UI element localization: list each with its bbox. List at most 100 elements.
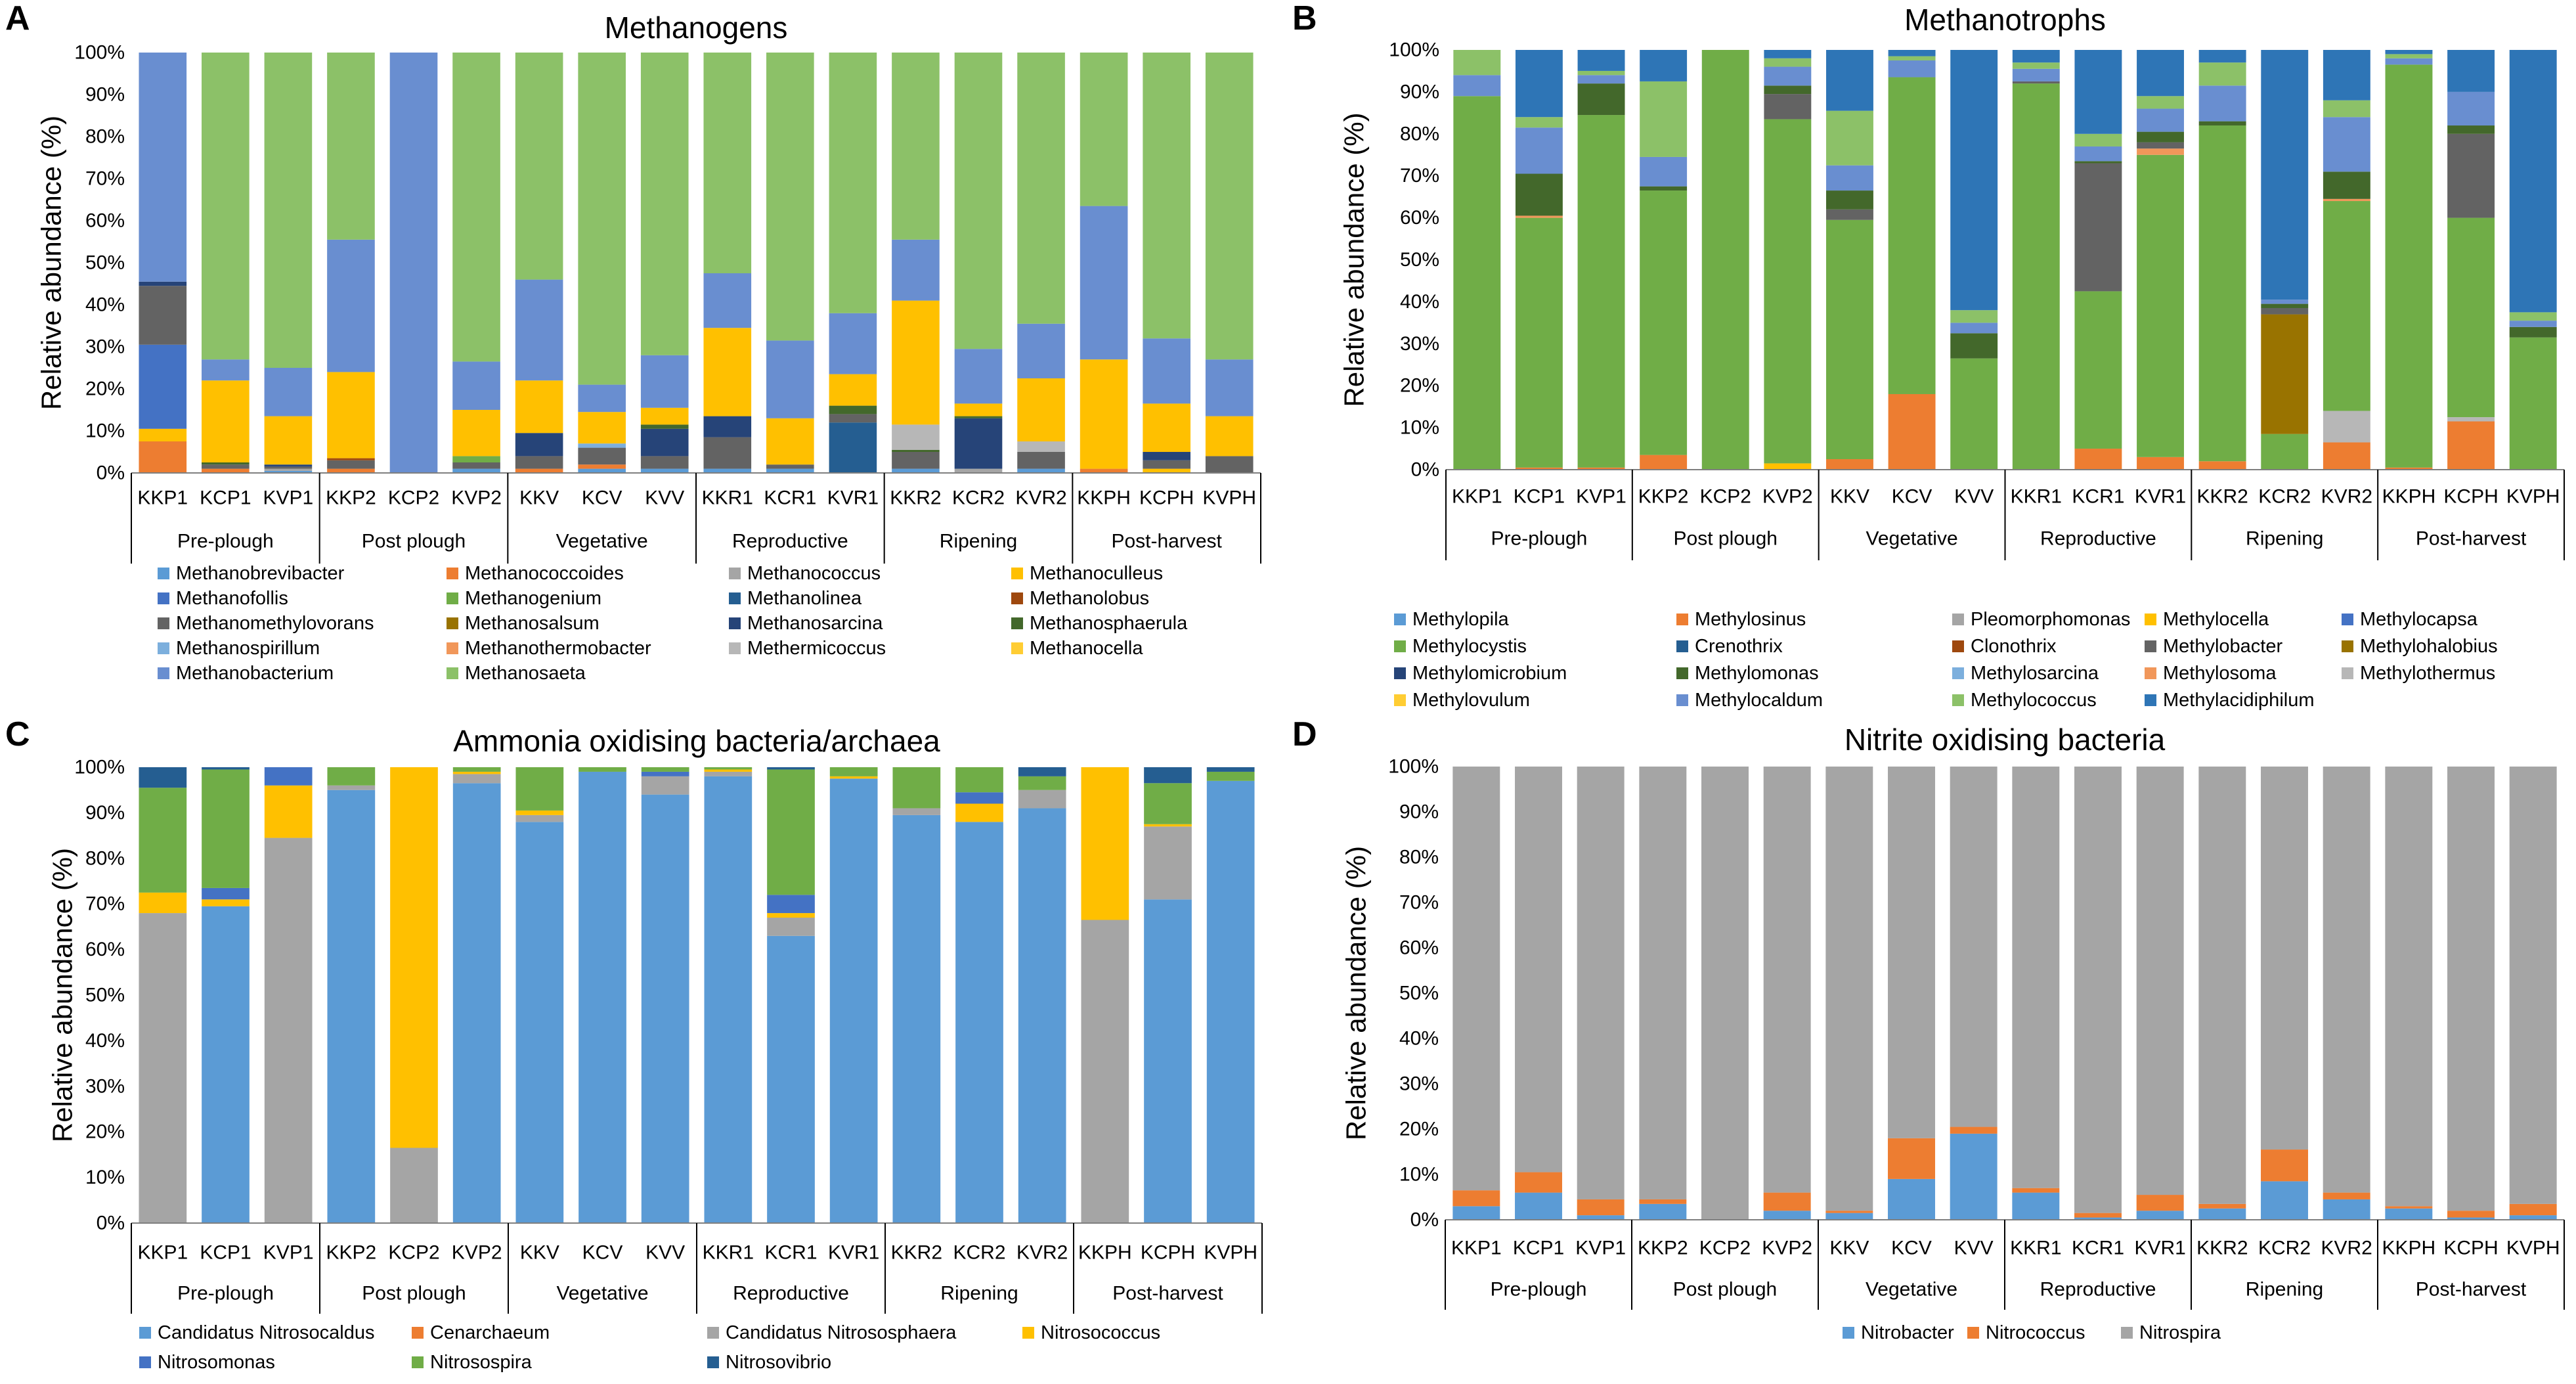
- x-tick-label: KKPH: [1078, 1242, 1132, 1264]
- legend-label: Nitrosovibrio: [726, 1352, 831, 1373]
- bar-segment-kvv-methanomethylovorans: [640, 456, 689, 469]
- bar-segment-kcph-candidatus-nitrosocaldus: [1144, 899, 1192, 1223]
- legend-swatch: [158, 617, 169, 629]
- bar-segment-kkr1-nitrobacter: [2012, 1192, 2060, 1220]
- bar-segment-kcr2-nitrosomonas: [955, 792, 1003, 804]
- bar-segment-kvr2-nitrobacter: [2323, 1199, 2370, 1220]
- bar-segment-kvp1-methanosaeta: [264, 53, 313, 368]
- y-tick-label: 20%: [85, 1121, 125, 1143]
- bar-segment-kkr1-nitrosococcus: [704, 769, 753, 772]
- legend-swatch: [1011, 568, 1023, 579]
- bar-segment-kcph-methylacidiphilum: [2447, 50, 2495, 92]
- legend-swatch: [1967, 1327, 1979, 1339]
- bar-segment-kcr2-methylomonas: [2261, 303, 2309, 308]
- bar-segment-kkp1-methanofollis: [139, 344, 187, 429]
- bar-segment-kkp1-methanococcoides: [139, 441, 187, 473]
- bar-segment-kcph-nitrosococcus: [1144, 824, 1192, 827]
- x-tick-label: KVP2: [1762, 1238, 1812, 1259]
- y-tick-label: 30%: [1399, 1073, 1439, 1095]
- bar-segment-kkph-methylocaldum: [2385, 58, 2433, 65]
- bar-segment-kkr1-methylococcus: [2012, 62, 2060, 69]
- x-tick-label: KCP1: [1514, 486, 1565, 508]
- legend-label: Methermicoccus: [747, 638, 886, 659]
- bar-segment-kkr1-methylocystis: [2012, 83, 2060, 470]
- bar-segment-kcr1-methanoculleus: [766, 418, 814, 465]
- legend-label: Methylopila: [1412, 609, 1510, 630]
- bar-segment-kcr2-candidatus-nitrosocaldus: [955, 822, 1003, 1223]
- y-tick-label: 30%: [1400, 333, 1439, 355]
- bar-segment-kvv-methanosphaerula: [640, 424, 689, 429]
- bar-segment-kcp2-nitrosococcus: [390, 767, 438, 1148]
- x-tick-label: KCP1: [200, 1242, 251, 1264]
- x-tick-label: KCR1: [764, 487, 816, 509]
- bar-segment-kcv-methanococcoides: [578, 464, 626, 469]
- bar-segment-kvr2-nitrosospira: [1018, 776, 1066, 790]
- x-tick-label: KVP2: [451, 487, 502, 509]
- x-tick-label: KVP2: [452, 1242, 502, 1264]
- x-tick-label: KVPH: [2506, 486, 2560, 508]
- bar-segment-kkr2-candidatus-nitrosocaldus: [892, 815, 941, 1223]
- y-tick-label: 90%: [85, 802, 125, 824]
- legend-swatch: [707, 1327, 719, 1339]
- legend-swatch: [139, 1356, 151, 1368]
- bar-segment-kkr2-methanomethylovorans: [892, 452, 940, 469]
- group-label: Vegetative: [1866, 1279, 1957, 1301]
- bar-segment-kcp1-nitrosospira: [202, 769, 250, 888]
- group-label: Pre-plough: [1491, 1279, 1587, 1301]
- bar-segment-kkp2-methylocaldum: [1640, 156, 1688, 187]
- legend-label: Methanosaeta: [465, 663, 586, 684]
- y-tick-label: 80%: [85, 847, 125, 869]
- legend-label: Pleomorphomonas: [1971, 609, 2130, 630]
- bar-segment-kcr2-methylohalobius: [2261, 314, 2309, 434]
- bar-segment-kkp2-methylocystis: [1640, 190, 1688, 455]
- group-label: Vegetative: [556, 531, 648, 552]
- x-tick-label: KKR2: [2196, 486, 2248, 508]
- bar-segment-kkph-nitrococcus: [2385, 1206, 2433, 1209]
- legend-label: Methanobrevibacter: [176, 563, 345, 584]
- bar-segment-kcr2-methylobacter: [2261, 307, 2309, 315]
- bar-segment-kkr1-methylocaldum: [2012, 68, 2060, 81]
- bar-segment-kcv-methylosinus: [1888, 393, 1936, 470]
- bar-segment-kkr2-nitrococcus: [2198, 1203, 2246, 1209]
- bar-segment-kvr1-methanomethylovorans: [829, 414, 877, 423]
- y-axis-label: Relative abundance (%): [36, 116, 67, 410]
- legend-label: Methylohalobius: [2360, 636, 2498, 657]
- x-tick-label: KKR2: [890, 487, 941, 509]
- bar-segment-kvv-candidatus-nitrososphaera: [641, 776, 689, 795]
- bar-segment-kkr2-methanosphaerula: [892, 449, 940, 452]
- bar-segment-kcr2-methylacidiphilum: [2261, 50, 2309, 300]
- bar-segment-kkr1-methanomethylovorans: [703, 437, 752, 469]
- bar-segment-kkph-methylacidiphilum: [2385, 50, 2433, 55]
- bar-segment-kcr1-methylocaldum: [2074, 146, 2122, 162]
- bar-segment-kcp1-nitrobacter: [1515, 1192, 1562, 1220]
- bar-segment-kkp1-methylococcus: [1453, 50, 1501, 76]
- bar-segment-kvph-methanoculleus: [1205, 416, 1254, 457]
- bar-segment-kkp2-methylomonas: [1640, 186, 1688, 191]
- group-label: Pre-plough: [1491, 528, 1588, 550]
- legend-label: Methylomicrobium: [1412, 663, 1567, 684]
- bar-segment-kvp2-methylocystis: [1764, 119, 1812, 464]
- legend-label: Nitrococcus: [1986, 1322, 2085, 1343]
- bar-segment-kkp1-methanomethylovorans: [139, 286, 187, 345]
- y-tick-label: 80%: [1400, 123, 1439, 145]
- legend-label: Cenarchaeum: [430, 1322, 550, 1343]
- x-tick-label: KKP2: [1638, 486, 1689, 508]
- bar-segment-kcv-methylocaldum: [1888, 60, 1936, 78]
- bar-segment-kvr2-methylacidiphilum: [2323, 50, 2370, 100]
- legend-label: Methanogenium: [465, 588, 601, 609]
- legend-label: Methylosarcina: [1971, 663, 2099, 684]
- x-tick-label: KKV: [519, 487, 559, 509]
- legend-swatch: [158, 642, 169, 654]
- y-tick-label: 90%: [85, 84, 125, 106]
- legend-swatch: [1952, 614, 1964, 625]
- bar-segment-kcr2-nitrobacter: [2261, 1181, 2308, 1220]
- bar-segment-kvr1-nitrobacter: [2136, 1211, 2184, 1220]
- group-label: Vegetative: [556, 1283, 648, 1305]
- bar-segment-kcp1-methanobacterium: [202, 359, 250, 381]
- bar-segment-kkr2-methylosinus: [2198, 461, 2246, 470]
- bar-segment-kcv-nitrococcus: [1888, 1138, 1935, 1179]
- bar-segment-kcr2-methylocystis: [2261, 434, 2309, 470]
- bar-segment-kcv-methylacidiphilum: [1888, 50, 1936, 56]
- y-tick-label: 40%: [85, 294, 125, 316]
- legend-swatch: [2145, 640, 2156, 652]
